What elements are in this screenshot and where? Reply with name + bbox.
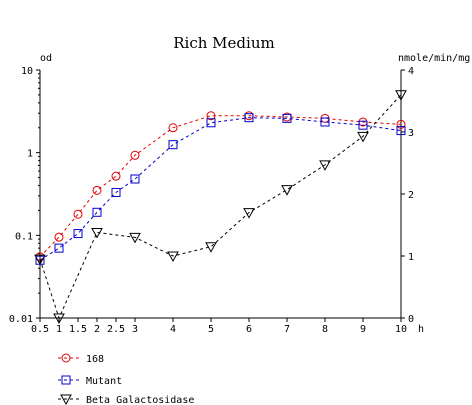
chart-title: Rich Medium — [173, 34, 274, 52]
data-point-series-1 — [168, 140, 178, 150]
y-left-tick-label: 0.01 — [9, 314, 33, 325]
data-point-series-0 — [130, 150, 140, 160]
data-point-series-0 — [396, 119, 406, 129]
data-point-series-2 — [205, 242, 217, 253]
y-right-tick-label: 1 — [408, 252, 414, 263]
y-right-tick-label: 0 — [408, 314, 414, 325]
x-tick-label: 9 — [360, 324, 366, 335]
legend-label: Beta Galactosidase — [86, 395, 194, 405]
y-right-tick-label: 3 — [408, 128, 414, 139]
x-tick-label: 7 — [284, 324, 290, 335]
data-point-series-1 — [92, 207, 102, 217]
left-axis-label: od — [40, 53, 52, 64]
series-line-2 — [39, 94, 402, 320]
data-point-series-1 — [206, 118, 216, 128]
data-point-series-2 — [167, 251, 179, 263]
data-point-series-2 — [53, 313, 65, 325]
x-tick-label: 5 — [208, 324, 214, 335]
x-axis-label: h — [418, 324, 424, 335]
legend-marker — [60, 394, 72, 405]
x-tick-label: 6 — [246, 324, 252, 335]
series-line-1 — [39, 117, 402, 261]
data-point-series-0 — [111, 171, 121, 181]
data-point-series-1 — [111, 187, 121, 197]
legend-label: Mutant — [86, 376, 122, 387]
data-point-series-1 — [54, 243, 64, 253]
series-line-0 — [39, 115, 402, 258]
data-point-series-1 — [73, 229, 83, 239]
data-point-series-0 — [92, 185, 102, 195]
data-point-series-0 — [54, 232, 64, 242]
x-tick-label: 0.5 — [31, 324, 49, 335]
data-point-series-0 — [168, 123, 178, 133]
data-point-series-1 — [282, 113, 292, 123]
data-point-series-2 — [395, 90, 407, 101]
x-tick-label: 8 — [322, 324, 328, 335]
y-right-tick-label: 2 — [408, 190, 414, 201]
data-point-series-2 — [281, 185, 293, 196]
data-point-series-1 — [320, 117, 330, 127]
legend-marker — [61, 353, 71, 363]
right-axis-label: nmole/min/mg — [398, 53, 470, 64]
y-right-tick-label: 4 — [408, 66, 414, 77]
data-point-series-2 — [319, 160, 331, 171]
data-point-series-2 — [357, 131, 369, 143]
data-point-series-2 — [34, 254, 46, 266]
data-point-series-0 — [73, 209, 83, 219]
x-tick-label: 10 — [395, 324, 407, 335]
data-point-series-0 — [206, 111, 216, 121]
x-tick-label: 3 — [132, 324, 138, 335]
x-tick-label: 4 — [170, 324, 176, 335]
data-point-series-1 — [244, 113, 254, 123]
x-tick-label: 1 — [56, 324, 62, 335]
data-point-series-1 — [358, 120, 368, 130]
y-left-tick-label: 0.1 — [15, 231, 33, 242]
data-point-series-2 — [91, 227, 103, 239]
legend-label: 168 — [86, 354, 104, 365]
data-point-series-2 — [243, 208, 255, 219]
data-point-series-1 — [396, 126, 406, 136]
x-tick-label: 2 — [94, 324, 100, 335]
y-left-tick-label: 1 — [27, 149, 33, 160]
data-point-series-1 — [130, 174, 140, 184]
data-point-series-2 — [129, 232, 141, 244]
x-tick-label: 1.5 — [69, 324, 87, 335]
x-tick-label: 2.5 — [107, 324, 125, 335]
legend-marker — [61, 375, 71, 385]
y-left-tick-label: 10 — [21, 66, 33, 77]
